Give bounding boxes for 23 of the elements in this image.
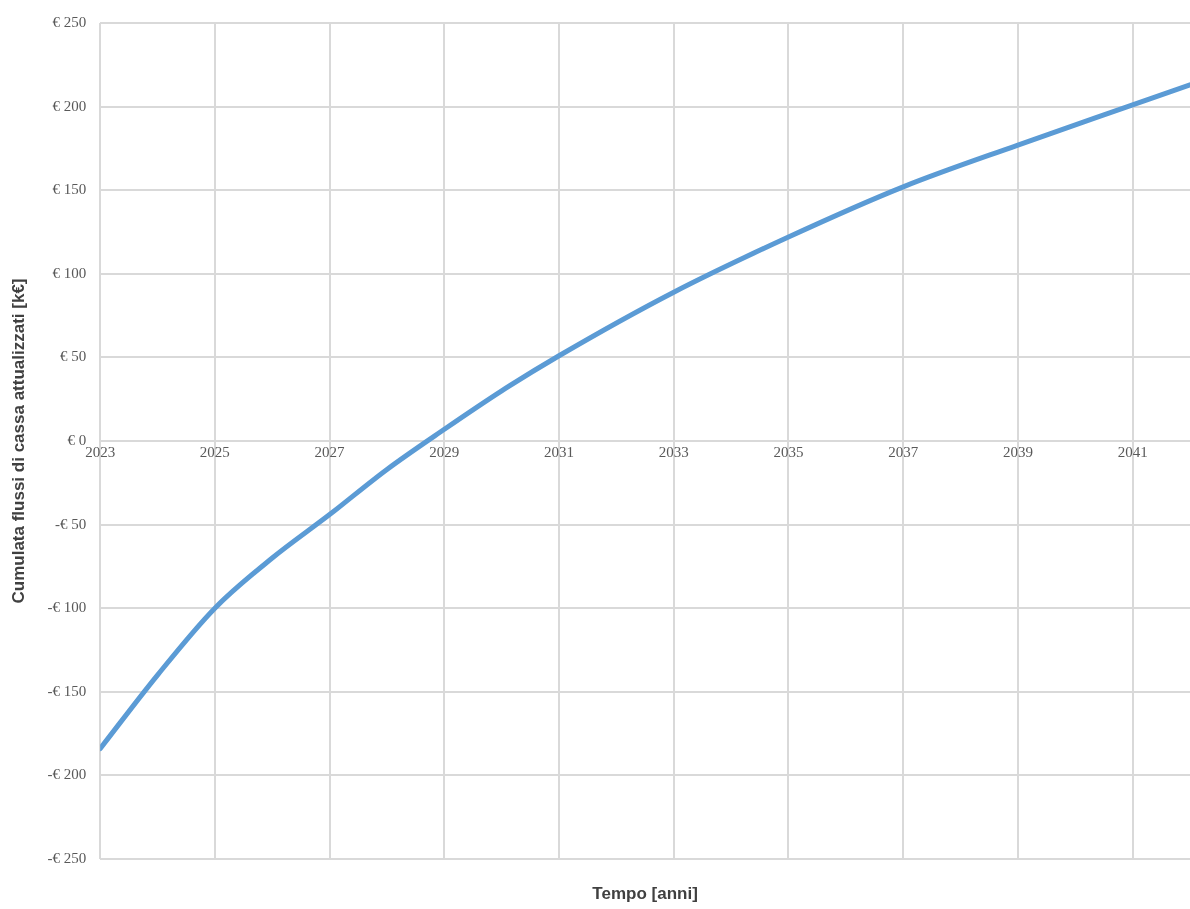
y-tick-label: € 0 — [67, 431, 87, 448]
y-tick-label: € 100 — [52, 264, 87, 281]
y-tick-label: -€ 150 — [47, 682, 87, 699]
y-axis-title: Cumulata flussi di cassa attualizzati [k€] — [8, 278, 28, 604]
y-tick-label: -€ 200 — [47, 766, 87, 783]
y-tick-label: -€ 250 — [47, 849, 87, 866]
x-tick-label: 2029 — [429, 443, 460, 460]
x-tick-label: 2037 — [888, 443, 919, 460]
x-tick-label: 2025 — [199, 443, 230, 460]
y-tick-label: € 250 — [52, 13, 87, 30]
x-tick-label: 2039 — [1002, 443, 1033, 460]
x-tick-label: 2041 — [1117, 443, 1148, 460]
x-tick-label: 2031 — [544, 443, 575, 460]
y-tick-label: € 50 — [59, 348, 87, 365]
y-tick-label: -€ 100 — [47, 599, 87, 616]
x-axis-title: Tempo [anni] — [592, 883, 698, 903]
x-tick-label: 2035 — [773, 443, 804, 460]
y-tick-label: -€ 50 — [54, 515, 87, 532]
y-tick-label: € 150 — [52, 181, 87, 198]
x-tick-label: 2033 — [658, 443, 689, 460]
x-tick-label: 2027 — [314, 443, 346, 460]
x-tick-label: 2023 — [85, 443, 116, 460]
y-tick-label: € 200 — [52, 97, 87, 114]
